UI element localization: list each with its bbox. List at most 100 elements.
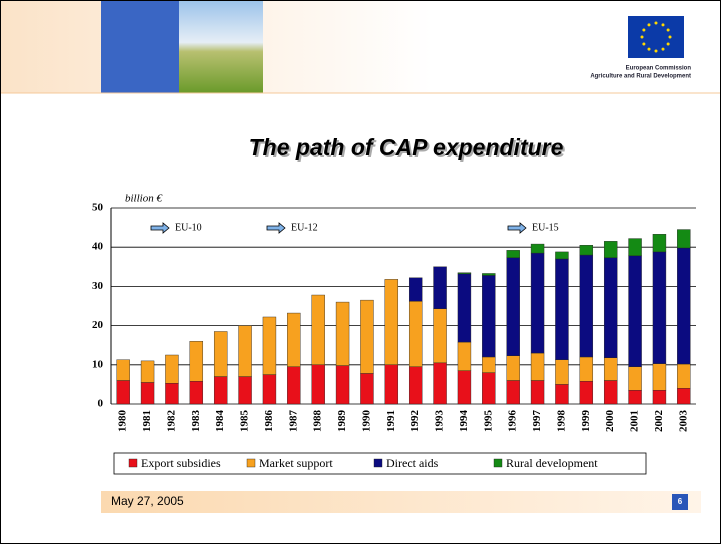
y-tick-label: 0	[98, 398, 104, 410]
star	[642, 42, 646, 46]
chart-title: The path of CAP expenditure	[249, 134, 564, 160]
bar-segment	[457, 341, 472, 371]
star	[647, 23, 651, 27]
bar-segment	[482, 273, 496, 276]
bar-segment	[287, 366, 301, 405]
bar-segment	[360, 373, 374, 405]
bar-segment	[165, 354, 179, 384]
star	[654, 21, 658, 25]
x-tick-label: 1989	[336, 410, 348, 433]
bar-segment	[677, 247, 691, 365]
x-tick-label: 1982	[165, 410, 177, 433]
x-tick-label: 1985	[239, 410, 251, 433]
star	[642, 28, 646, 32]
legend-label: Export subsidies	[141, 456, 221, 470]
star	[647, 47, 651, 51]
bar-segment	[579, 245, 594, 256]
annotation-arrow	[266, 222, 286, 234]
star	[661, 47, 665, 51]
bar-segment	[238, 376, 252, 405]
bar-segment	[555, 251, 569, 260]
bar-segment	[677, 363, 691, 389]
bar-segment	[482, 372, 496, 405]
x-tick-label: 1991	[385, 410, 397, 432]
bar-segment	[482, 356, 496, 373]
bar-segment	[408, 277, 423, 302]
bar-segment	[652, 390, 667, 405]
legend-label: Direct aids	[386, 456, 439, 470]
legend-swatch	[373, 458, 383, 468]
bar-segment	[555, 384, 569, 405]
bar-segment	[433, 266, 447, 309]
legend-label: Market support	[259, 456, 333, 470]
bar-segment	[530, 352, 545, 381]
x-tick-label: 1996	[507, 410, 519, 433]
bar-segment	[384, 364, 399, 405]
bar-segment	[628, 238, 642, 257]
bar-segment	[189, 341, 204, 382]
x-tick-label: 1980	[117, 410, 129, 433]
page-number: 6	[678, 497, 683, 506]
bar-segment	[603, 380, 618, 405]
dept-name: Agriculture and Rural Development	[590, 74, 691, 80]
footer-date: May 27, 2005	[111, 494, 184, 508]
legend-swatch	[128, 458, 138, 468]
legend-swatch	[246, 458, 256, 468]
bar-segment	[311, 364, 325, 405]
bar-segment	[555, 359, 569, 385]
bar-segment	[165, 383, 179, 405]
x-tick-label: 2003	[677, 410, 689, 433]
bar-segment	[408, 366, 423, 405]
y-tick-label: 20	[92, 319, 104, 331]
bar-segment	[482, 275, 496, 358]
bar-segment	[116, 359, 130, 381]
bar-segment	[189, 381, 204, 405]
footer-band	[101, 491, 701, 513]
annotation-arrow	[507, 222, 527, 234]
bar-segment	[628, 366, 642, 391]
bar-segment	[116, 380, 130, 405]
bar-segment	[311, 294, 325, 365]
bar-segment	[335, 365, 350, 405]
x-tick-label: 1986	[263, 410, 275, 433]
bar-segment	[530, 243, 545, 254]
bar-segment	[262, 316, 277, 375]
bar-segment	[287, 312, 301, 367]
bar-segment	[213, 331, 228, 377]
annotation: EU-15	[532, 222, 559, 233]
bar-segment	[603, 241, 618, 258]
y-tick-label: 10	[92, 358, 104, 370]
x-tick-label: 1994	[458, 410, 470, 433]
title-shadow: The path of CAP expenditure	[251, 136, 566, 162]
y-tick-label: 30	[92, 280, 104, 292]
eu-stars	[640, 21, 672, 53]
x-tick-label: 1998	[555, 410, 567, 433]
bar-segment	[628, 255, 642, 367]
bar-segment	[579, 254, 594, 358]
bar-segment	[652, 251, 667, 364]
bar-segment	[140, 382, 155, 405]
x-tick-label: 1987	[287, 410, 299, 433]
bar-segment	[530, 380, 545, 405]
star	[666, 28, 670, 32]
bar-segment	[433, 362, 447, 405]
bar-segment	[384, 279, 399, 365]
bar-segment	[457, 273, 472, 343]
bar-segment	[677, 388, 691, 405]
y-axis-label: billion €	[125, 193, 162, 205]
star	[640, 35, 644, 39]
x-tick-label: 2000	[604, 410, 616, 433]
bar-segment	[506, 355, 520, 381]
x-tick-label: 1983	[190, 410, 202, 433]
x-tick-label: 1997	[531, 410, 543, 433]
bar-segment	[579, 381, 594, 405]
page-box	[672, 494, 688, 510]
x-tick-label: 1992	[409, 410, 421, 433]
bar-segment	[140, 360, 155, 383]
star	[668, 35, 672, 39]
bar-segment	[433, 308, 447, 364]
annotation: EU-10	[175, 222, 202, 233]
bar-segment	[457, 370, 472, 405]
bar-segment	[457, 272, 472, 275]
